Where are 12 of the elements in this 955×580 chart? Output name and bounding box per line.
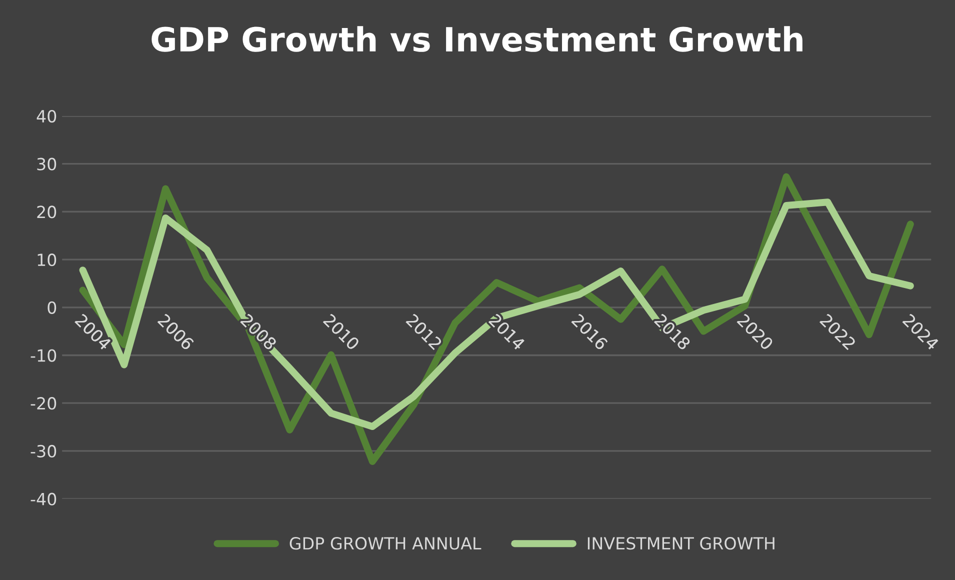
y-tick-label: 30 [37, 158, 56, 170]
y-tick-label: -10 [30, 349, 56, 362]
y-tick-label: 0 [48, 301, 56, 314]
y-tick-label: -40 [30, 492, 56, 506]
legend-label: INVESTMENT GROWTH [588, 537, 774, 550]
y-tick-label: 10 [38, 254, 56, 266]
chart-title: GDP Growth vs Investment Growth [152, 26, 802, 52]
y-tick-label: 40 [36, 110, 56, 123]
y-tick-label: -30 [30, 444, 56, 458]
y-tick-label: -20 [30, 397, 56, 410]
y-tick-label: 20 [37, 206, 56, 218]
legend-label: GDP GROWTH ANNUAL [290, 537, 482, 550]
